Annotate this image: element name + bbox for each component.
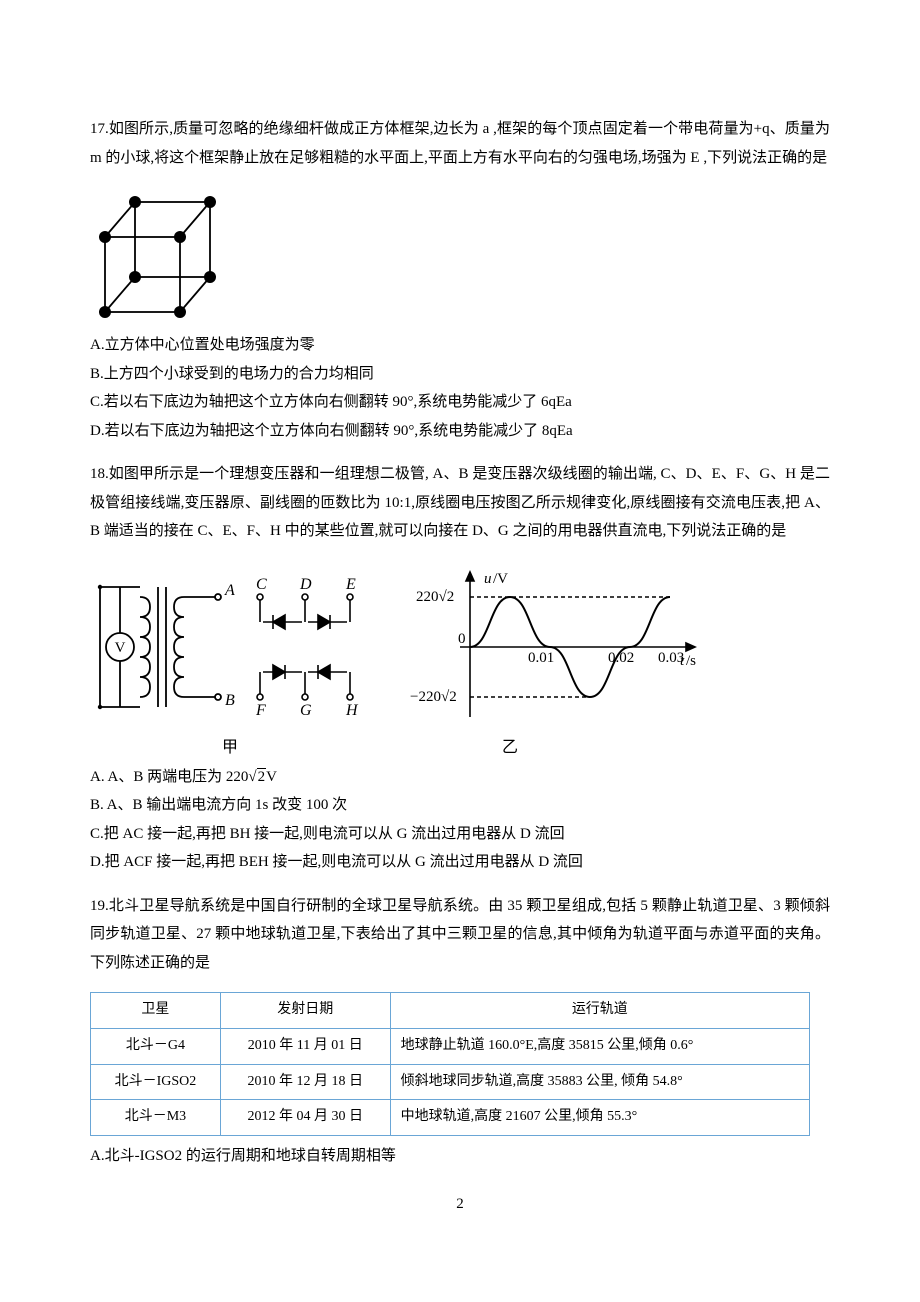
svg-text:V: V: [115, 640, 126, 656]
svg-text:/s: /s: [686, 653, 696, 669]
svg-text:0.01: 0.01: [528, 650, 554, 666]
q19-option-a: A.北斗-IGSO2 的运行周期和地球自转周期相等: [90, 1142, 830, 1171]
q18-caption-left: 甲: [90, 733, 370, 763]
cell: 2010 年 12 月 18 日: [220, 1064, 390, 1100]
q18-waveform-figure: u/V 220√2 −220√2 0 0.01 0.02 0.03 t/s: [410, 567, 700, 727]
col-orbit: 运行轨道: [390, 993, 809, 1029]
q18-option-c: C.把 AC 接一起,再把 BH 接一起,则电流可以从 G 流出过用电器从 D …: [90, 820, 830, 849]
cell: 中地球轨道,高度 21607 公里,倾角 55.3°: [390, 1100, 809, 1136]
cell: 北斗－M3: [91, 1100, 221, 1136]
cell: 地球静止轨道 160.0°E,高度 35815 公里,倾角 0.6°: [390, 1028, 809, 1064]
svg-text:F: F: [255, 702, 266, 719]
cell: 北斗－G4: [91, 1028, 221, 1064]
svg-text:/V: /V: [493, 571, 508, 587]
q17-cube-figure: [90, 187, 230, 327]
table-row: 北斗－G4 2010 年 11 月 01 日 地球静止轨道 160.0°E,高度…: [91, 1028, 810, 1064]
q18-option-a: A. A、B 两端电压为 220√2V: [90, 763, 830, 792]
cell: 倾斜地球同步轨道,高度 35883 公里, 倾角 54.8°: [390, 1064, 809, 1100]
q18-captions: 甲 乙: [90, 733, 650, 763]
q17-option-a: A.立方体中心位置处电场强度为零: [90, 331, 830, 360]
svg-text:E: E: [345, 576, 356, 593]
q18-figures: V A B: [90, 561, 830, 731]
question-18: 18.如图甲所示是一个理想变压器和一组理想二极管, A、B 是变压器次级线圈的输…: [90, 460, 830, 877]
svg-text:H: H: [345, 702, 359, 719]
q17-option-c: C.若以右下底边为轴把这个立方体向右侧翻转 90°,系统电势能减少了 6qEa: [90, 388, 830, 417]
q18-stem: 18.如图甲所示是一个理想变压器和一组理想二极管, A、B 是变压器次级线圈的输…: [90, 460, 830, 546]
svg-text:C: C: [256, 576, 267, 593]
q18-option-d: D.把 ACF 接一起,再把 BEH 接一起,则电流可以从 G 流出过用电器从 …: [90, 848, 830, 877]
svg-text:−220√2: −220√2: [410, 689, 457, 705]
svg-text:t: t: [680, 653, 685, 669]
q18-caption-right: 乙: [370, 733, 650, 763]
q19-table: 卫星 发射日期 运行轨道 北斗－G4 2010 年 11 月 01 日 地球静止…: [90, 992, 810, 1135]
table-row: 北斗－IGSO2 2010 年 12 月 18 日 倾斜地球同步轨道,高度 35…: [91, 1064, 810, 1100]
q18-optA-value: 220√2: [226, 769, 266, 785]
q17-stem: 17.如图所示,质量可忽略的绝缘细杆做成正方体框架,边长为 a ,框架的每个顶点…: [90, 115, 830, 172]
col-date: 发射日期: [220, 993, 390, 1029]
question-17: 17.如图所示,质量可忽略的绝缘细杆做成正方体框架,边长为 a ,框架的每个顶点…: [90, 115, 830, 445]
svg-text:u: u: [484, 571, 492, 587]
table-row: 北斗－M3 2012 年 04 月 30 日 中地球轨道,高度 21607 公里…: [91, 1100, 810, 1136]
svg-text:B: B: [225, 692, 235, 709]
svg-text:G: G: [300, 702, 312, 719]
svg-text:0.02: 0.02: [608, 650, 634, 666]
col-satellite: 卫星: [91, 993, 221, 1029]
q17-option-b: B.上方四个小球受到的电场力的合力均相同: [90, 360, 830, 389]
cell: 北斗－IGSO2: [91, 1064, 221, 1100]
q19-stem: 19.北斗卫星导航系统是中国自行研制的全球卫星导航系统。由 35 颗卫星组成,包…: [90, 892, 830, 978]
q18-circuit-figure: V A B: [90, 567, 370, 727]
page-number: 2: [90, 1190, 830, 1219]
cell: 2012 年 04 月 30 日: [220, 1100, 390, 1136]
question-19: 19.北斗卫星导航系统是中国自行研制的全球卫星导航系统。由 35 颗卫星组成,包…: [90, 892, 830, 1170]
table-header-row: 卫星 发射日期 运行轨道: [91, 993, 810, 1029]
q17-option-d: D.若以右下底边为轴把这个立方体向右侧翻转 90°,系统电势能减少了 8qEa: [90, 417, 830, 446]
svg-text:0: 0: [458, 631, 466, 647]
q18-option-b: B. A、B 输出端电流方向 1s 改变 100 次: [90, 791, 830, 820]
cell: 2010 年 11 月 01 日: [220, 1028, 390, 1064]
svg-text:A: A: [224, 582, 235, 599]
svg-text:220√2: 220√2: [416, 589, 454, 605]
svg-text:D: D: [299, 576, 312, 593]
q18-optA-prefix: A. A、B 两端电压为: [90, 769, 222, 785]
q18-optA-unit: V: [266, 769, 277, 785]
